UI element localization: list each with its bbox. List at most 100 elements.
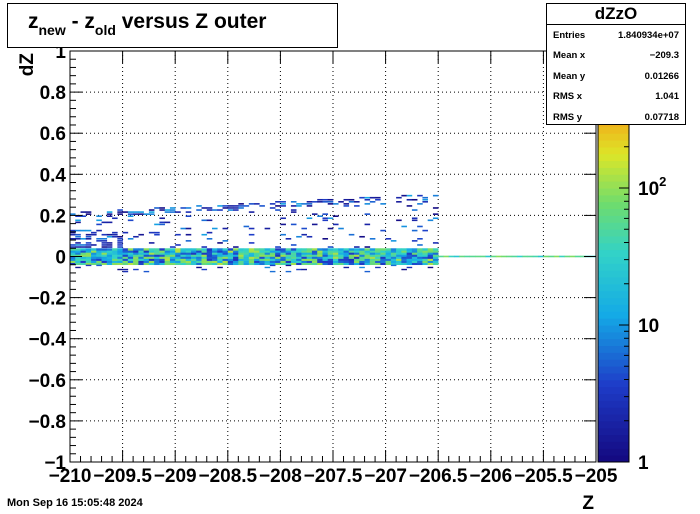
histogram-cell [306, 260, 313, 263]
histogram-cell [243, 258, 250, 261]
palette-band [598, 181, 629, 189]
histogram-cell [301, 268, 307, 271]
histogram-cell [175, 260, 181, 263]
histogram-cell [264, 227, 271, 230]
histogram-cell [406, 198, 413, 201]
histogram-cell [159, 221, 165, 224]
histogram-cell [248, 262, 255, 266]
stats-row-entries: Entries 1.840934e+07 [553, 30, 679, 41]
histogram-cell [317, 254, 323, 257]
histogram-cell [327, 248, 334, 251]
y-tick-label: −0.6 [28, 371, 66, 392]
histogram-cell [296, 250, 302, 253]
histogram-cell [359, 252, 365, 255]
histogram-cell [127, 250, 134, 253]
histogram-cell [364, 262, 371, 266]
histogram-cell [180, 207, 187, 209]
histogram-cell [317, 252, 323, 255]
histogram-cell [275, 256, 281, 259]
histogram-cell [196, 205, 202, 207]
histogram-cell [427, 258, 434, 261]
histogram-cell [369, 252, 376, 255]
histogram-cell [354, 246, 360, 248]
histogram-cell [238, 252, 244, 255]
histogram-cell [75, 254, 81, 257]
histogram-cell [206, 231, 213, 234]
histogram-cell [322, 260, 329, 263]
histogram-cell [401, 250, 407, 253]
histogram-cell [390, 256, 397, 259]
histogram-cell [80, 215, 87, 217]
histogram-cell [427, 260, 434, 263]
histogram-cell [106, 233, 113, 236]
histogram-cell [206, 262, 213, 266]
histogram-cell [475, 255, 481, 258]
histogram-cell [96, 240, 102, 242]
histogram-cell [169, 209, 176, 211]
histogram-cell [217, 252, 223, 255]
histogram-cell [148, 262, 155, 266]
histogram-cell [96, 264, 102, 267]
histogram-cell [70, 248, 76, 251]
histogram-cell [75, 252, 81, 255]
histogram-cell [432, 213, 439, 215]
histogram-cell [459, 255, 465, 258]
histogram-cell [285, 254, 292, 257]
histogram-cell [91, 231, 97, 234]
histogram-cell [201, 250, 208, 253]
histogram-cell [248, 203, 255, 205]
histogram-cell [233, 250, 239, 253]
histogram-cell [143, 252, 150, 255]
histogram-cell [254, 203, 260, 205]
histogram-cell [159, 207, 165, 209]
histogram-cell [343, 250, 350, 253]
histogram-cell [70, 258, 76, 261]
histogram-cell [269, 252, 276, 255]
histogram-cell [354, 250, 360, 253]
histogram-cell [117, 254, 123, 257]
histogram-cell [369, 260, 376, 263]
histogram-cell [275, 254, 281, 257]
histogram-cell [212, 250, 218, 253]
histogram-cell [338, 248, 344, 251]
histogram-cell [175, 252, 181, 255]
histogram-cell [227, 252, 234, 255]
histogram-cell [396, 252, 402, 255]
histogram-cell [422, 254, 428, 257]
histogram-cell [196, 248, 202, 251]
y-tick-label: −0.8 [28, 412, 66, 433]
histogram-cell [406, 248, 413, 251]
histogram-cell [427, 262, 434, 266]
histogram-cell [417, 258, 423, 261]
histogram-cell [385, 260, 392, 263]
histogram-cell [112, 217, 118, 220]
histogram-cell [343, 198, 350, 201]
histogram-cell [96, 250, 102, 253]
histogram-cell [175, 244, 181, 246]
histogram-cell [306, 201, 313, 203]
histogram-cell [106, 254, 113, 257]
histogram-cell [396, 256, 402, 259]
histogram-cell [380, 203, 386, 205]
histogram-cell [127, 254, 134, 257]
histogram-cell [396, 262, 402, 266]
palette-band [598, 160, 629, 168]
histogram-cell [280, 203, 286, 205]
histogram-cell [432, 242, 439, 244]
histogram-cell [80, 246, 87, 248]
histogram-cell [338, 256, 344, 259]
histogram-cell [411, 229, 418, 232]
histogram-cell [227, 205, 234, 207]
histogram-cell [385, 238, 392, 240]
histogram-cell [359, 250, 365, 253]
histogram-cell [96, 219, 102, 222]
histogram-cell [106, 260, 113, 263]
x-tick-label: −206.5 [409, 466, 468, 487]
histogram-cell [290, 258, 297, 261]
histogram-cell [201, 252, 208, 255]
histogram-cell [327, 246, 334, 248]
histogram-cell [185, 233, 192, 236]
histogram-cell [101, 260, 108, 263]
histogram-cell [375, 198, 381, 201]
histogram-cell [422, 256, 428, 259]
